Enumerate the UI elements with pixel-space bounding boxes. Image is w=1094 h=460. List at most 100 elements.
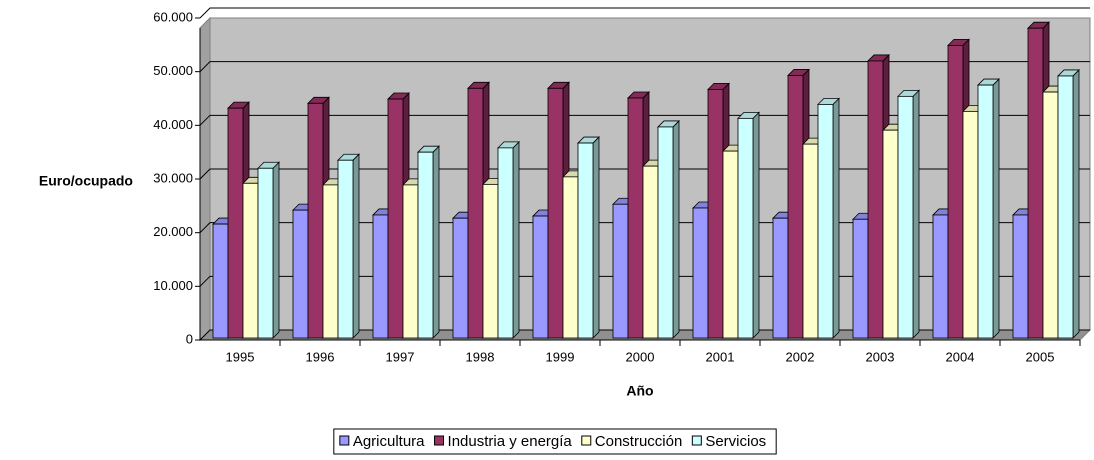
bar-front	[772, 217, 789, 339]
x-tick-label: 2000	[626, 349, 655, 364]
legend-label: Agricultura	[353, 433, 425, 450]
bar-side	[512, 140, 520, 339]
bar	[977, 78, 1000, 339]
x-tick-label: 1995	[226, 349, 255, 364]
bar-front	[867, 60, 884, 339]
bar	[1057, 68, 1080, 339]
y-tick-label: 50.000	[153, 63, 193, 78]
legend-box	[333, 428, 777, 455]
x-tick-label: 1996	[306, 349, 335, 364]
bar	[417, 145, 440, 339]
bar-front	[707, 88, 724, 339]
bar-side	[752, 111, 760, 339]
bar-front	[737, 117, 754, 339]
bar	[337, 153, 360, 339]
bar	[897, 89, 920, 339]
y-tick-label: 0	[186, 331, 193, 346]
y-tick-label: 10.000	[153, 278, 193, 293]
y-tick-label: 60.000	[153, 9, 193, 24]
bar-front	[402, 184, 419, 339]
bar-front	[1042, 91, 1059, 339]
bar-front	[642, 165, 659, 339]
x-tick-label: 2001	[706, 349, 735, 364]
bar-front	[612, 203, 629, 339]
bar-front	[322, 184, 339, 339]
grid-line	[199, 7, 1090, 19]
bar-front	[962, 110, 979, 339]
bar-front	[482, 183, 499, 339]
legend-label: Industria y energía	[448, 433, 573, 450]
bar-front	[242, 182, 259, 339]
bar-front	[417, 151, 434, 339]
bar-side	[1072, 68, 1080, 339]
bar-side	[272, 161, 280, 339]
bar-front	[977, 84, 994, 339]
x-tick-label: 1999	[546, 349, 575, 364]
bar-front	[1057, 75, 1074, 339]
bar-front	[947, 44, 964, 339]
bar-side	[912, 89, 920, 339]
bar	[257, 161, 280, 339]
bar-front	[212, 223, 229, 339]
legend: Agricultura Industria y energía Construcci…	[333, 428, 777, 455]
y-tick-label: 20.000	[153, 224, 193, 239]
bar-front	[882, 129, 899, 339]
bar-front	[467, 87, 484, 339]
y-tick-label: 40.000	[153, 117, 193, 132]
bar-front	[227, 107, 244, 339]
legend-swatch	[691, 435, 702, 446]
bar-front	[452, 217, 469, 339]
bar-front	[852, 218, 869, 339]
bar-side	[672, 119, 680, 339]
bar	[577, 136, 600, 339]
legend-label: Servicios	[705, 433, 766, 450]
bar-side	[592, 136, 600, 339]
bar-front	[532, 215, 549, 339]
x-tick-label: 2005	[1026, 349, 1055, 364]
bar-side	[992, 78, 1000, 339]
bar-front	[562, 176, 579, 339]
bar-front	[547, 87, 564, 339]
bar-front	[1027, 27, 1044, 339]
bar-front	[787, 75, 804, 339]
bar-front	[897, 95, 914, 339]
bar-front	[387, 98, 404, 339]
y-axis-label: Euro/ocupado	[39, 173, 133, 189]
bar-front	[722, 150, 739, 339]
x-tick-label: 2003	[866, 349, 895, 364]
bar-front	[657, 126, 674, 339]
bar	[657, 119, 680, 339]
bar-front	[627, 97, 644, 339]
bar-front	[577, 142, 594, 339]
x-tick-label: 2002	[786, 349, 815, 364]
grid-line	[199, 61, 1090, 73]
x-tick-label: 2004	[946, 349, 975, 364]
x-tick-label: 1997	[386, 349, 415, 364]
x-axis-label: Año	[626, 383, 653, 399]
bar	[817, 97, 840, 339]
bar-front	[257, 167, 274, 339]
bar-front	[692, 207, 709, 339]
bar-side	[432, 145, 440, 339]
x-tick-label: 1998	[466, 349, 495, 364]
bar-front	[337, 159, 354, 339]
legend-swatch	[339, 435, 350, 446]
bar-front	[932, 214, 949, 339]
bar-side	[832, 97, 840, 339]
bar-front	[372, 214, 389, 339]
bar-front	[497, 147, 514, 339]
bar-front	[292, 209, 309, 339]
bar-side	[352, 153, 360, 339]
bar-front	[817, 104, 834, 339]
bar-front	[1012, 214, 1029, 339]
legend-swatch	[581, 435, 592, 446]
bar	[497, 140, 520, 339]
bar-front	[802, 143, 819, 339]
y-tick-label: 30.000	[153, 170, 193, 185]
bar	[737, 111, 760, 339]
bar-front	[307, 102, 324, 339]
legend-swatch	[434, 435, 445, 446]
legend-label: Construcción	[595, 433, 683, 450]
